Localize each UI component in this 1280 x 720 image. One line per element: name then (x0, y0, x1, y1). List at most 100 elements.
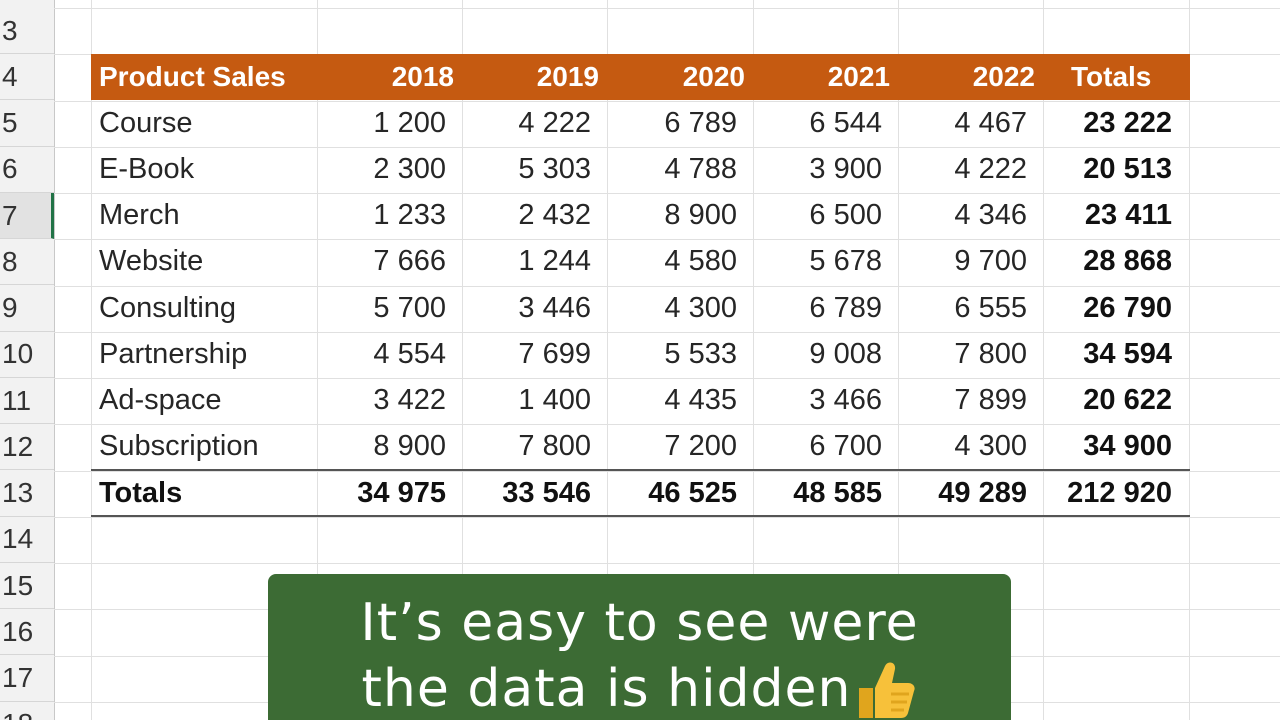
gridline (54, 470, 1280, 472)
value-cell[interactable]: 6 789 (664, 106, 737, 139)
gridline (54, 378, 1280, 379)
product-name-cell[interactable]: Ad-space (99, 384, 222, 416)
value-cell[interactable]: 33 546 (502, 476, 591, 509)
value-cell[interactable]: 4 222 (954, 152, 1027, 185)
totals-label-cell[interactable]: Totals (99, 476, 183, 509)
value-cell[interactable]: 4 554 (373, 337, 446, 370)
row-total-cell[interactable]: 23 222 (1083, 106, 1172, 139)
value-cell[interactable]: 3 422 (373, 384, 446, 416)
gridline (91, 0, 92, 720)
product-name-cell[interactable]: Consulting (99, 291, 237, 324)
value-cell[interactable]: 5 700 (373, 291, 446, 324)
caption-line-2-wrap: the data is hidden (268, 658, 1011, 720)
value-cell[interactable]: 9 008 (809, 337, 882, 370)
header-cell-product-sales[interactable]: Product Sales (99, 61, 286, 92)
gridline (898, 0, 899, 720)
gridline (1189, 0, 1190, 720)
value-cell[interactable]: 34 975 (357, 476, 446, 509)
value-cell[interactable]: 6 544 (809, 106, 882, 139)
value-cell[interactable]: 8 900 (373, 430, 446, 463)
product-name-cell[interactable]: Subscription (99, 430, 259, 463)
row-header-8[interactable]: 8 (0, 239, 54, 286)
value-cell[interactable]: 49 289 (938, 476, 1027, 509)
row-header-15[interactable]: 15 (0, 563, 54, 609)
value-cell[interactable]: 9 700 (954, 245, 1027, 278)
gridline (54, 424, 1280, 426)
row-total-cell[interactable]: 26 790 (1083, 291, 1172, 324)
value-cell[interactable]: 4 467 (954, 106, 1027, 139)
value-cell[interactable]: 2 432 (518, 199, 591, 231)
row-header-5[interactable]: 5 (0, 101, 54, 147)
value-cell[interactable]: 7 699 (518, 337, 591, 370)
row-total-cell[interactable]: 212 920 (1067, 476, 1172, 509)
value-cell[interactable]: 1 200 (373, 106, 446, 139)
row-header-14[interactable]: 14 (0, 517, 54, 563)
row-header-6[interactable]: 6 (0, 147, 54, 193)
value-cell[interactable]: 1 233 (373, 199, 446, 231)
product-name-cell[interactable]: Website (99, 245, 204, 278)
header-cell-2022[interactable]: 2022 (972, 61, 1035, 92)
value-cell[interactable]: 5 303 (518, 152, 591, 185)
row-header-11[interactable]: 11 (0, 378, 54, 424)
row-header-4[interactable]: 4 (0, 54, 54, 101)
row-total-cell[interactable]: 28 868 (1083, 245, 1172, 278)
value-cell[interactable]: 4 300 (954, 430, 1027, 463)
row-total-cell[interactable]: 23 411 (1084, 199, 1172, 231)
product-name-cell[interactable]: Merch (99, 199, 180, 231)
header-cell-2019[interactable]: 2019 (536, 61, 599, 92)
totals-top-border (91, 469, 1190, 471)
header-cell-2021[interactable]: 2021 (827, 61, 890, 92)
value-cell[interactable]: 1 400 (518, 384, 591, 416)
value-cell[interactable]: 5 678 (809, 245, 882, 278)
value-cell[interactable]: 1 244 (518, 245, 591, 278)
value-cell[interactable]: 6 555 (954, 291, 1027, 324)
value-cell[interactable]: 7 666 (373, 245, 446, 278)
product-name-cell[interactable]: Partnership (99, 337, 248, 370)
value-cell[interactable]: 7 200 (664, 430, 737, 463)
value-cell[interactable]: 2 300 (373, 152, 446, 185)
value-cell[interactable]: 7 899 (954, 384, 1027, 416)
value-cell[interactable]: 3 446 (518, 291, 591, 324)
product-name-cell[interactable]: Course (99, 106, 193, 139)
row-header-3[interactable]: 3 (0, 8, 54, 54)
row-header-16[interactable]: 16 (0, 609, 54, 656)
gridline (1043, 0, 1044, 720)
value-cell[interactable]: 7 800 (954, 337, 1027, 370)
value-cell[interactable]: 3 466 (809, 384, 882, 416)
value-cell[interactable]: 4 435 (664, 384, 737, 416)
table-header-band (91, 54, 1190, 100)
row-header-18[interactable]: 18 (0, 702, 54, 720)
gridline (54, 516, 1280, 518)
row-header-7[interactable]: 7 (0, 193, 54, 239)
row-header-10[interactable]: 10 (0, 332, 54, 378)
caption-banner: It’s easy to see were the data is hidden (268, 574, 1011, 720)
header-cell-totals[interactable]: Totals (1071, 61, 1152, 92)
value-cell[interactable]: 4 346 (954, 199, 1027, 231)
value-cell[interactable]: 8 900 (664, 199, 737, 231)
row-total-cell[interactable]: 20 513 (1083, 152, 1172, 185)
product-name-cell[interactable]: E-Book (99, 152, 195, 185)
value-cell[interactable]: 5 533 (664, 337, 737, 370)
value-cell[interactable]: 6 789 (809, 291, 882, 324)
row-header-9[interactable]: 9 (0, 286, 54, 332)
value-cell[interactable]: 4 580 (664, 245, 737, 278)
value-cell[interactable]: 4 788 (664, 152, 737, 185)
value-cell[interactable]: 4 300 (664, 291, 737, 324)
row-total-cell[interactable]: 34 594 (1083, 337, 1172, 370)
value-cell[interactable]: 3 900 (809, 152, 882, 185)
value-cell[interactable]: 6 500 (809, 199, 882, 231)
value-cell[interactable]: 46 525 (648, 476, 737, 509)
value-cell[interactable]: 6 700 (809, 430, 882, 463)
value-cell[interactable]: 4 222 (518, 106, 591, 139)
row-header-12[interactable]: 12 (0, 424, 54, 471)
header-cell-2020[interactable]: 2020 (682, 61, 745, 92)
value-cell[interactable]: 48 585 (793, 476, 882, 509)
header-cell-2018[interactable]: 2018 (391, 61, 454, 92)
gridline (753, 0, 754, 720)
value-cell[interactable]: 7 800 (518, 430, 591, 463)
row-header-13[interactable]: 13 (0, 471, 54, 517)
row-header-17[interactable]: 17 (0, 656, 54, 702)
row-total-cell[interactable]: 34 900 (1083, 430, 1172, 463)
row-total-cell[interactable]: 20 622 (1083, 384, 1172, 416)
